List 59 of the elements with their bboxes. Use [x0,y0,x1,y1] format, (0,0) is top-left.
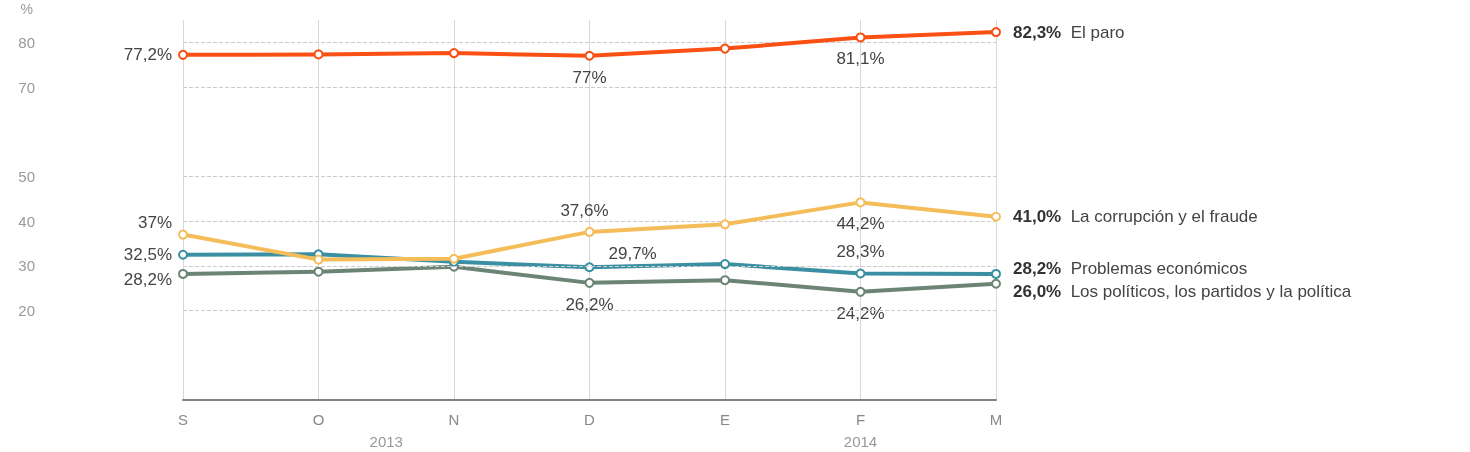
point [178,268,188,279]
y-tick-label: 50 [18,167,35,185]
data-label: 26,2% [565,294,614,314]
text: El paro [1061,22,1125,42]
point [991,27,1001,38]
point [178,249,188,260]
point [178,49,188,60]
point [991,268,1001,279]
x-tick-label: M [989,411,1003,428]
point [720,259,730,270]
point [313,266,324,277]
data-label: 41,0% [1013,207,1062,227]
x-tick-label: S [177,411,189,428]
point [584,50,595,61]
data-label: 37,6% [560,200,609,220]
y-tick-label: 80 [18,33,35,51]
x-tick-label: D [584,411,596,428]
data-label: 81,1% [836,49,885,69]
data-label: 28,2% [123,270,172,290]
point [313,254,324,265]
data-label: 26,0% [1013,282,1062,302]
data-label: 32,5% [123,245,172,265]
text: La corrupción y el fraude [1061,207,1258,227]
y-tick-label: 20 [18,302,35,320]
point [855,286,866,297]
y-tick-label: 30 [18,257,35,275]
text: 2014 [843,433,878,450]
point [855,197,866,208]
point [855,268,866,279]
point [720,219,730,230]
text: Problemas económicos [1061,259,1248,279]
y-tick-label: 40 [18,212,35,230]
x-tick-label: F [855,411,866,428]
point [584,262,595,273]
data-label: 44,2% [836,214,885,234]
point [720,43,730,54]
data-label: 28,2% [1013,259,1062,279]
x-tick-label: E [719,411,731,428]
y-tick-label: 70 [18,78,35,96]
point [584,226,595,237]
point [855,32,866,43]
data-label: 77,2% [123,45,172,65]
data-label: 28,3% [836,242,885,262]
text: Los políticos, los partidos y la política [1061,282,1352,302]
y-axis-title: % [20,1,33,17]
x-tick-label: O [312,411,325,428]
point [991,278,1001,289]
x-tick-label: N [448,411,460,428]
point [991,211,1001,222]
data-label: 37% [137,213,172,233]
text: 2013 [369,433,403,450]
point [720,275,730,286]
point [584,277,595,288]
data-label: 29,7% [608,243,657,263]
data-label: 77% [572,67,607,87]
data-label: 82,3% [1013,22,1062,42]
point [449,48,459,59]
point [178,229,188,240]
point [313,49,324,60]
